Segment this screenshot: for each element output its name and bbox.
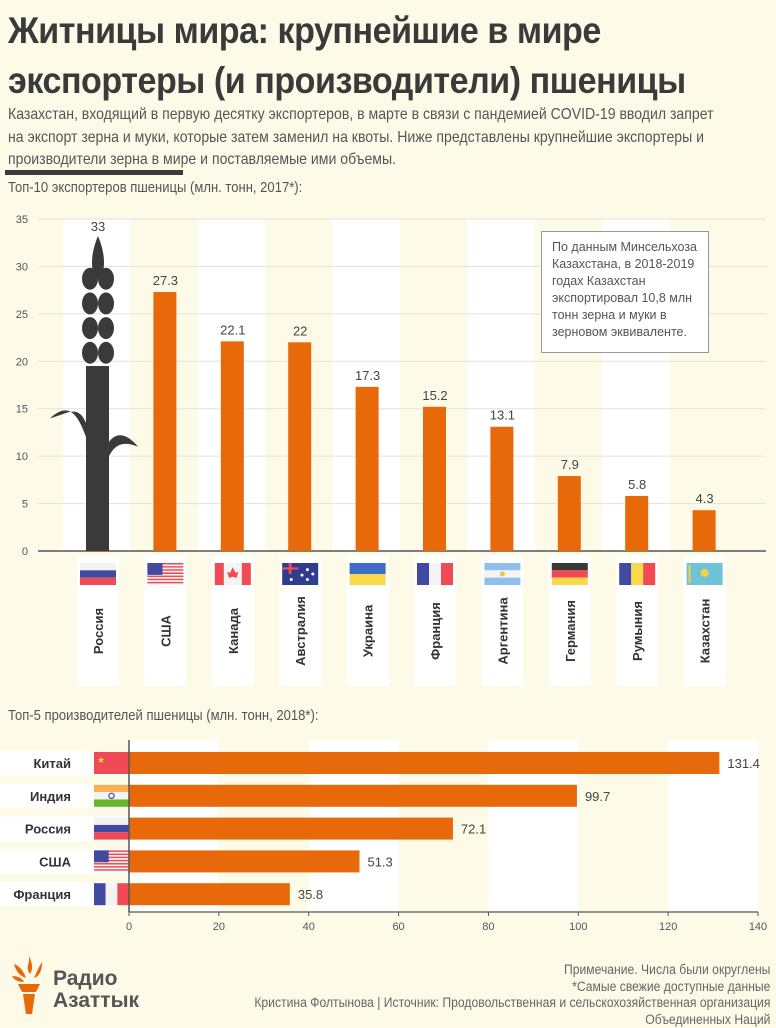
bar-australia	[288, 342, 311, 551]
x-tick-label: 140	[749, 921, 767, 933]
flag-canada-icon	[215, 563, 251, 585]
category-label: Австралия	[293, 596, 308, 666]
value-label: 99.7	[585, 789, 610, 804]
svg-text:★: ★	[97, 755, 105, 765]
y-tick-label: 30	[16, 261, 28, 273]
kazakhstan-callout: По данным Минсельхоза Казахстана, в 2018…	[541, 231, 709, 353]
category-label: Украина	[361, 604, 376, 657]
bar-ukraine	[356, 387, 379, 551]
category-label: Казахстан	[698, 599, 713, 664]
x-tick-label: 60	[392, 921, 404, 933]
title-rule	[5, 170, 183, 175]
x-tick-label: 40	[303, 921, 315, 933]
value-label: 4.3	[696, 491, 714, 506]
value-label: 15.2	[422, 388, 447, 403]
value-label: 17.3	[355, 368, 380, 383]
bar-canada	[221, 341, 244, 551]
logo-text-line-1: Радио	[53, 968, 117, 990]
bar-france	[423, 407, 446, 551]
flag-russia-icon	[94, 818, 129, 840]
category-label: Россия	[91, 608, 106, 654]
bar-russia	[129, 818, 453, 840]
flag-australia-icon	[282, 563, 318, 585]
flag-china-icon: ★	[94, 752, 129, 774]
flag-russia-icon	[80, 563, 116, 585]
category-label: Румыния	[630, 601, 645, 661]
bar-usa	[153, 292, 176, 551]
bar-china	[129, 752, 719, 774]
value-label: 22	[293, 323, 307, 338]
flag-ukraine-icon	[350, 563, 386, 585]
category-label: Россия	[25, 822, 71, 837]
footer-notes: Примечание. Числа были округлены *Самые …	[254, 962, 770, 1028]
footer-note-rounded: Примечание. Числа были округлены	[254, 962, 770, 979]
flag-india-icon	[94, 785, 129, 807]
producers-chart-title: Топ-5 производителей пшеницы (млн. тонн,…	[8, 708, 318, 724]
title-line-2: экспортеры (и производители) пшеницы	[8, 56, 716, 106]
footer-note-latest-data: *Самые свежие доступные данные	[254, 979, 770, 996]
category-label: Франция	[428, 602, 443, 660]
bar-india	[129, 785, 577, 807]
flag-france-icon	[94, 883, 129, 905]
y-tick-label: 25	[16, 309, 28, 321]
radio-azattyk-logo: Радио Азаттык	[10, 950, 150, 1016]
bar-usa	[129, 850, 359, 872]
page-title: Житницы мира: крупнейшие в мире экспорте…	[8, 6, 716, 106]
exporters-chart-title: Топ-10 экспортеров пшеницы (млн. тонн, 2…	[8, 180, 302, 196]
flag-usa-icon	[147, 563, 183, 585]
value-label: 72.1	[461, 822, 486, 837]
x-tick-label: 0	[126, 921, 132, 933]
value-label: 35.8	[298, 887, 323, 902]
y-tick-label: 15	[16, 404, 28, 416]
bar-romania	[625, 496, 648, 551]
category-label: Франция	[13, 887, 71, 902]
value-label: 22.1	[220, 322, 245, 337]
flag-usa-icon	[94, 850, 129, 872]
value-label: 5.8	[628, 477, 646, 492]
y-tick-label: 5	[22, 499, 28, 511]
y-tick-label: 20	[16, 356, 28, 368]
y-tick-label: 0	[22, 546, 28, 558]
bar-germany	[558, 476, 581, 551]
flag-germany-icon	[552, 563, 588, 585]
y-tick-label: 10	[16, 451, 28, 463]
bar-france	[129, 883, 290, 905]
torch-icon	[10, 950, 50, 1016]
category-label: США	[39, 854, 71, 869]
footer-source-cont: Объединенных Наций	[254, 1012, 770, 1028]
x-tick-label: 80	[482, 921, 494, 933]
flag-kazakhstan-icon	[687, 563, 723, 585]
flag-argentina-icon	[484, 563, 520, 585]
category-label: Канада	[226, 607, 241, 654]
category-label: Аргентина	[495, 597, 510, 665]
value-label: 33	[91, 219, 105, 234]
subtitle: Казахстан, входящий в первую десятку экс…	[8, 104, 730, 172]
category-label: США	[158, 614, 173, 646]
producers-chart: Китай ★ 131.4 Индия 99.7 Россия 72.1 США 51.3 Фра…	[0, 730, 776, 950]
bar-kazakhstan	[693, 510, 716, 551]
x-tick-label: 100	[569, 921, 587, 933]
value-label: 7.9	[561, 457, 579, 472]
value-label: 27.3	[153, 273, 178, 288]
value-label: 131.4	[727, 756, 760, 771]
flag-romania-icon	[619, 563, 655, 585]
value-label: 51.3	[367, 854, 392, 869]
logo-text-line-2: Азаттык	[53, 990, 139, 1012]
footer-source: Кристина Фолтынова | Источник: Продоволь…	[254, 995, 770, 1012]
bar-argentina	[490, 427, 513, 551]
y-tick-label: 35	[16, 214, 28, 226]
flag-france-icon	[417, 563, 453, 585]
category-label: Индия	[30, 789, 71, 804]
title-line-1: Житницы мира: крупнейшие в мире	[8, 6, 716, 56]
x-tick-label: 20	[213, 921, 225, 933]
value-label: 13.1	[490, 408, 515, 423]
category-label: Германия	[563, 600, 578, 662]
category-label: Китай	[33, 756, 71, 771]
x-tick-label: 120	[659, 921, 677, 933]
